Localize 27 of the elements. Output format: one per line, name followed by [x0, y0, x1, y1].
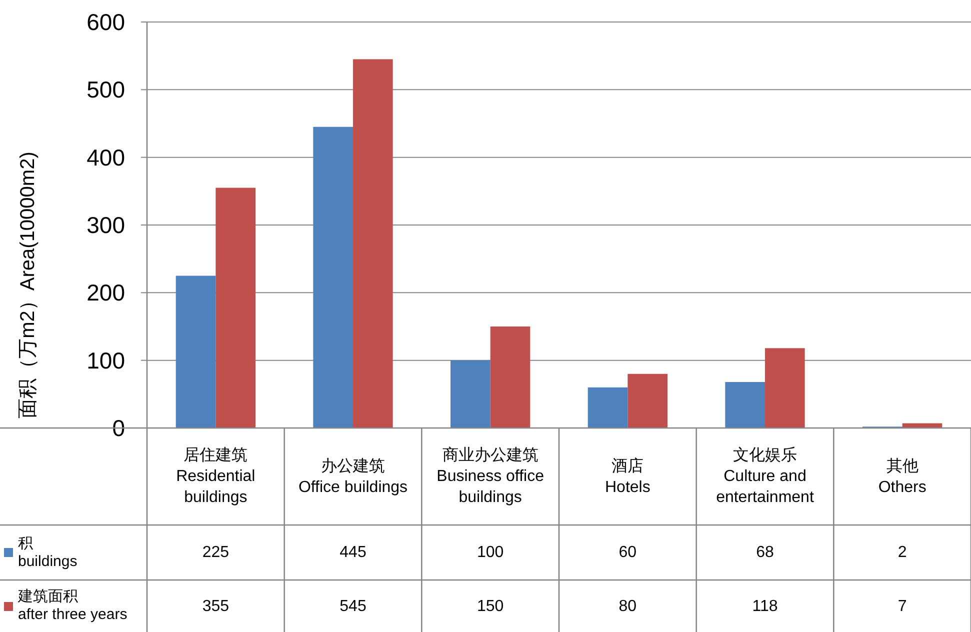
data-label: 355 — [201, 596, 230, 616]
data-label: 7 — [896, 596, 908, 616]
x-tick-label: 酒店 Hotels — [604, 456, 652, 498]
y-tick-label: 200 — [86, 280, 125, 306]
data-label: 150 — [476, 596, 505, 616]
legend-label: 建筑面积 after three years — [18, 588, 128, 624]
data-label: 80 — [618, 596, 638, 616]
data-label: 2 — [896, 543, 908, 563]
data-label: 445 — [338, 543, 368, 563]
y-tick-label: 500 — [86, 76, 125, 103]
x-tick-label: 居住建筑 Residential buildings — [175, 446, 256, 508]
y-tick-label: 100 — [86, 347, 125, 374]
x-tick-label: 商业办公建筑 Business office buildings — [436, 446, 545, 508]
y-tick-label: 600 — [86, 9, 125, 35]
data-label: 68 — [755, 543, 775, 563]
data-label: 60 — [618, 543, 638, 563]
x-tick-label: 办公建筑 Office buildings — [297, 456, 409, 498]
data-label: 545 — [338, 596, 368, 616]
x-tick-label: 文化娱乐 Culture and entertainment — [715, 446, 815, 508]
data-label: 100 — [476, 543, 505, 563]
y-axis-title: 面积（万m2）Area(10000m2) — [17, 152, 39, 418]
legend-label: 积 buildings — [18, 534, 78, 570]
x-tick-label: 其他 Others — [877, 456, 928, 498]
y-tick-label: 300 — [86, 212, 125, 238]
data-label: 118 — [751, 596, 779, 616]
y-tick-label: 400 — [86, 144, 125, 170]
data-label: 225 — [201, 543, 230, 563]
